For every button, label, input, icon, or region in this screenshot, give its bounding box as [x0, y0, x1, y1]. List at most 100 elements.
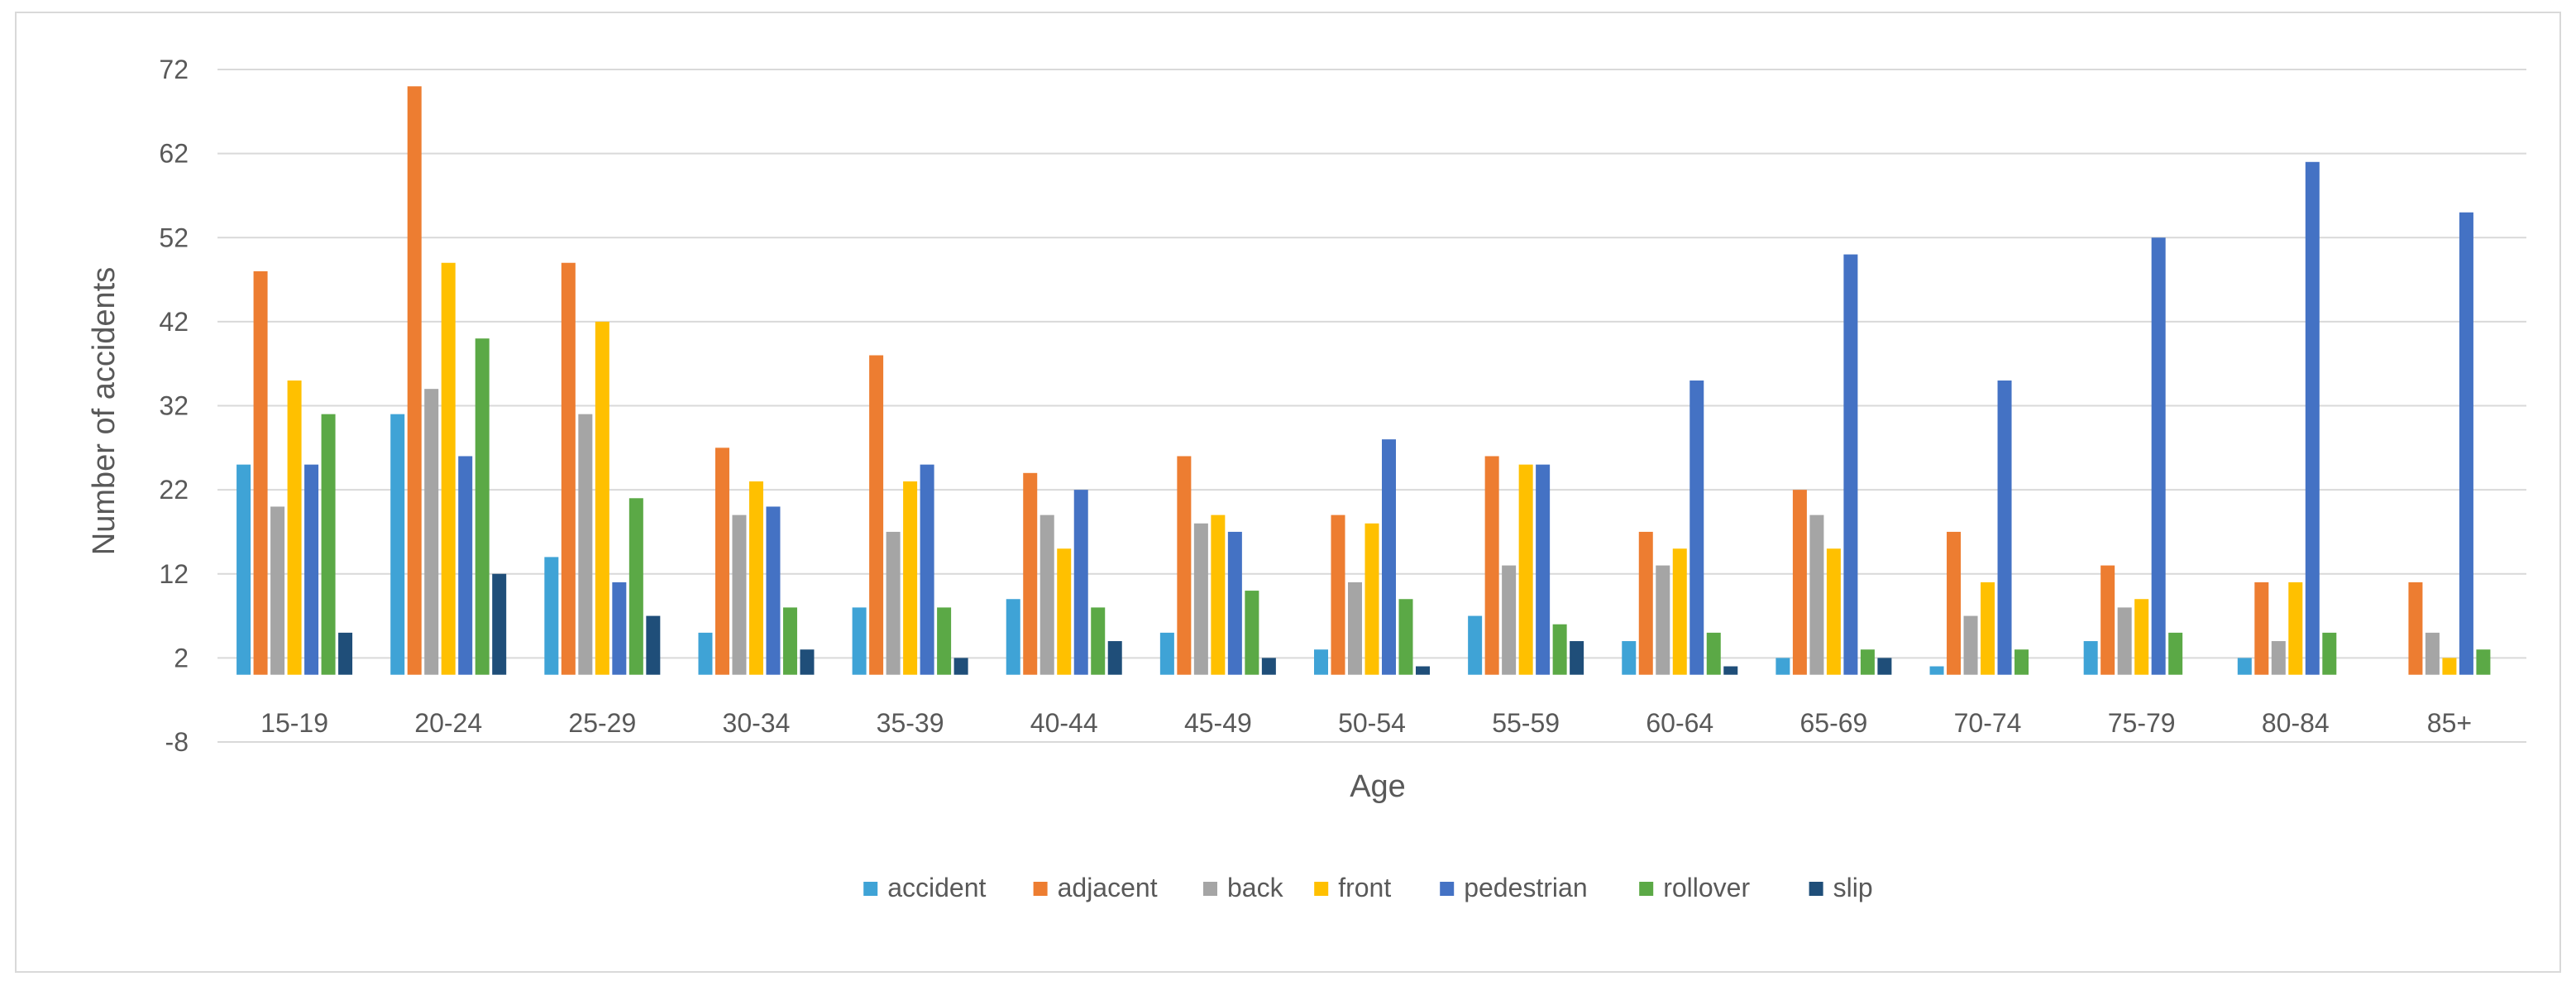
bar-pedestrian	[1843, 254, 1858, 675]
x-tick-label: 40-44	[1030, 708, 1098, 738]
x-tick-label: 30-34	[723, 708, 791, 738]
bar-back	[578, 414, 593, 675]
bar-back	[732, 515, 747, 675]
bar-rollover	[321, 414, 336, 675]
bar-slip	[1877, 658, 1892, 675]
bar-front	[1672, 548, 1687, 675]
bar-accident	[698, 632, 713, 675]
bar-rollover	[937, 607, 952, 675]
legend-label-accident: accident	[887, 873, 986, 902]
bar-adjacent	[407, 86, 422, 675]
bar-back	[1502, 565, 1517, 675]
bar-pedestrian	[766, 506, 781, 675]
bar-rollover	[782, 607, 797, 675]
bar-rollover	[1552, 624, 1567, 675]
bar-back	[1656, 565, 1670, 675]
bar-accident	[852, 607, 867, 675]
bar-accident	[1006, 599, 1020, 675]
bar-rollover	[1860, 649, 1875, 675]
bar-pedestrian	[304, 464, 319, 675]
bar-pedestrian	[458, 456, 473, 675]
bars	[237, 86, 2491, 675]
bar-back	[1193, 523, 1208, 675]
x-tick-label: 55-59	[1492, 708, 1560, 738]
bar-adjacent	[1792, 490, 1807, 675]
bar-front	[441, 262, 456, 675]
bar-rollover	[1706, 632, 1721, 675]
bar-pedestrian	[1227, 531, 1242, 675]
bar-rollover	[1398, 599, 1413, 675]
bar-back	[1348, 582, 1362, 675]
bar-front	[1826, 548, 1841, 675]
x-tick-label: 65-69	[1799, 708, 1867, 738]
bar-adjacent	[1023, 472, 1038, 675]
y-tick-label: 42	[159, 307, 189, 337]
bar-slip	[646, 615, 661, 675]
bar-adjacent	[1484, 456, 1499, 675]
bar-front	[2134, 599, 2149, 675]
y-tick-label: -8	[165, 727, 189, 757]
bar-adjacent	[1177, 456, 1192, 675]
bar-back	[1809, 515, 1824, 675]
y-axis-title: Number of accidents	[87, 267, 122, 556]
bar-slip	[1107, 641, 1122, 675]
bar-pedestrian	[1536, 464, 1551, 675]
bar-accident	[1775, 658, 1790, 675]
bar-adjacent	[2408, 582, 2423, 675]
bar-pedestrian	[2459, 212, 2473, 675]
y-axis-ticks: -8 2 12 22 32 42 52 62 72	[159, 55, 189, 757]
bar-rollover	[475, 338, 490, 675]
bar-pedestrian	[2151, 237, 2166, 675]
bar-pedestrian	[920, 464, 934, 675]
bar-pedestrian	[1689, 381, 1704, 675]
legend-swatch-pedestrian	[1440, 882, 1455, 896]
bar-front	[748, 481, 763, 675]
y-tick-label: 52	[159, 223, 189, 252]
bar-back	[2117, 607, 2132, 675]
y-tick-label: 12	[159, 559, 189, 589]
legend-label-back: back	[1227, 873, 1284, 902]
legend-swatch-front	[1314, 882, 1329, 896]
bar-accident	[544, 557, 559, 675]
bar-pedestrian	[2305, 161, 2320, 675]
x-tick-label: 35-39	[877, 708, 944, 738]
legend-label-adjacent: adjacent	[1058, 873, 1158, 902]
x-tick-label: 75-79	[2108, 708, 2176, 738]
bar-slip	[492, 573, 507, 675]
bar-back	[270, 506, 285, 675]
bar-accident	[1622, 641, 1637, 675]
bar-front	[1057, 548, 1072, 675]
legend: accident adjacent back front pedestrian rollo…	[863, 873, 1873, 902]
bar-pedestrian	[1997, 381, 2012, 675]
bar-front	[1518, 464, 1533, 675]
bar-accident	[390, 414, 405, 675]
legend-swatch-accident	[863, 882, 878, 896]
bar-back	[1963, 615, 1978, 675]
bar-rollover	[2322, 632, 2337, 675]
y-tick-label: 62	[159, 139, 189, 169]
bar-back	[886, 531, 901, 675]
legend-label-rollover: rollover	[1663, 873, 1750, 902]
bar-adjacent	[714, 448, 729, 675]
bar-adjacent	[1638, 531, 1653, 675]
bar-front	[1364, 523, 1379, 675]
bar-adjacent	[2100, 565, 2115, 675]
bar-accident	[1159, 632, 1174, 675]
x-axis-title: Age	[1350, 769, 1406, 804]
bar-rollover	[628, 498, 643, 675]
bar-adjacent	[869, 355, 884, 675]
bar-front	[2288, 582, 2303, 675]
bar-back	[1039, 515, 1054, 675]
bar-adjacent	[1947, 531, 1962, 675]
bar-slip	[953, 658, 968, 675]
legend-label-front: front	[1338, 873, 1391, 902]
legend-swatch-back	[1203, 882, 1217, 896]
legend-swatch-adjacent	[1033, 882, 1048, 896]
x-tick-label: 85+	[2427, 708, 2472, 738]
x-tick-label: 15-19	[260, 708, 328, 738]
bar-slip	[800, 649, 815, 675]
bar-pedestrian	[1382, 439, 1396, 675]
chart-frame	[15, 12, 2561, 973]
y-tick-label: 22	[159, 475, 189, 505]
